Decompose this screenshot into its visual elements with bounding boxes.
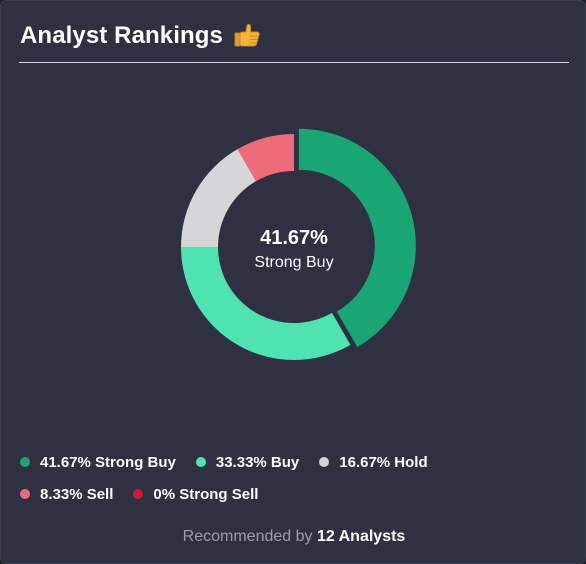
legend-label: 41.67% Strong Buy (40, 453, 176, 471)
center-label: Strong Buy (254, 254, 334, 271)
thumbs-up-icon (234, 24, 260, 47)
legend-row: 8.33% Sell 0% Strong Sell (20, 483, 570, 505)
recommendation-footer: Recommended by 12 Analysts (1, 528, 586, 546)
footer-prefix: Recommended by (182, 528, 313, 545)
donut-slice-sell[interactable] (237, 134, 294, 182)
legend-dot (319, 457, 330, 467)
card-title: Analyst Rankings (20, 20, 263, 52)
legend-dot (20, 457, 30, 467)
legend-dot (195, 457, 206, 467)
legend-item-strong-buy[interactable]: 41.67% Strong Buy (20, 454, 176, 471)
title-divider (19, 62, 569, 63)
legend-label: 33.33% Buy (215, 453, 300, 471)
legend-label: 0% Strong Sell (153, 485, 259, 503)
legend-item-sell[interactable]: 8.33% Sell (20, 486, 113, 503)
center-percentage: 41.67% (260, 227, 328, 249)
donut-slice-strong-buy[interactable] (298, 128, 416, 348)
donut-slice-hold[interactable] (181, 149, 257, 247)
analyst-count: 12 Analysts (316, 528, 406, 545)
card-title-text: Analyst Rankings (20, 22, 223, 49)
chart-legend: 41.67% Strong Buy 33.33% Buy 16.67% Hold… (20, 451, 570, 515)
donut-chart (181, 128, 416, 360)
legend-dot (20, 489, 30, 499)
legend-item-hold[interactable]: 16.67% Hold (319, 453, 428, 471)
legend-label: 16.67% Hold (339, 453, 428, 471)
legend-label: 8.33% Sell (40, 485, 114, 503)
legend-row: 41.67% Strong Buy 33.33% Buy 16.67% Hold (20, 451, 570, 473)
legend-dot (133, 489, 144, 499)
legend-item-strong-sell[interactable]: 0% Strong Sell (133, 486, 258, 503)
legend-item-buy[interactable]: 33.33% Buy (195, 453, 300, 471)
donut-slice-buy[interactable] (181, 247, 351, 360)
